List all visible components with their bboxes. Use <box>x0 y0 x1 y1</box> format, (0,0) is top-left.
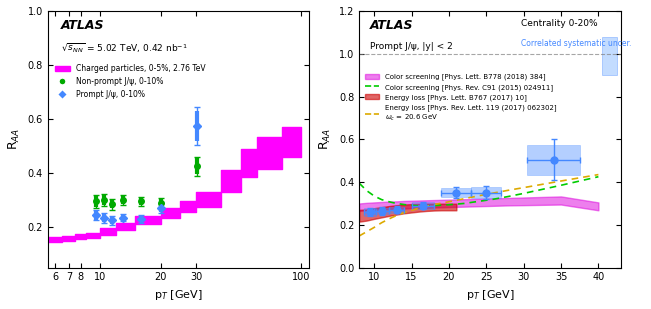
FancyBboxPatch shape <box>602 36 617 75</box>
Text: Correlated systematic uncer.: Correlated systematic uncer. <box>521 39 631 48</box>
FancyBboxPatch shape <box>374 208 389 214</box>
FancyBboxPatch shape <box>365 208 376 216</box>
FancyBboxPatch shape <box>441 188 471 197</box>
Text: Prompt J/ψ, |y| < 2: Prompt J/ψ, |y| < 2 <box>370 42 452 51</box>
Text: ATLAS: ATLAS <box>370 19 413 32</box>
FancyBboxPatch shape <box>471 188 501 198</box>
Text: ATLAS: ATLAS <box>61 19 104 32</box>
FancyBboxPatch shape <box>411 202 434 209</box>
FancyBboxPatch shape <box>389 207 404 213</box>
Text: $\sqrt{s_{NN}}$ = 5.02 TeV, 0.42 nb$^{-1}$: $\sqrt{s_{NN}}$ = 5.02 TeV, 0.42 nb$^{-1… <box>61 42 187 55</box>
Legend: Color screening [Phys. Lett. B778 (2018) 384], Color screening [Phys. Rev. C91 (: Color screening [Phys. Lett. B778 (2018)… <box>363 71 559 125</box>
X-axis label: p$_T$ [GeV]: p$_T$ [GeV] <box>154 288 203 302</box>
Y-axis label: R$_{AA}$: R$_{AA}$ <box>7 128 22 150</box>
FancyBboxPatch shape <box>527 145 579 175</box>
Text: Centrality 0-20%: Centrality 0-20% <box>521 19 598 28</box>
Legend: Charged particles, 0-5%, 2.76 TeV, Non-prompt J/ψ, 0-10%, Prompt J/ψ, 0-10%: Charged particles, 0-5%, 2.76 TeV, Non-p… <box>51 61 209 102</box>
X-axis label: p$_T$ [GeV]: p$_T$ [GeV] <box>465 288 514 302</box>
Y-axis label: R$_{AA}$: R$_{AA}$ <box>318 128 333 150</box>
